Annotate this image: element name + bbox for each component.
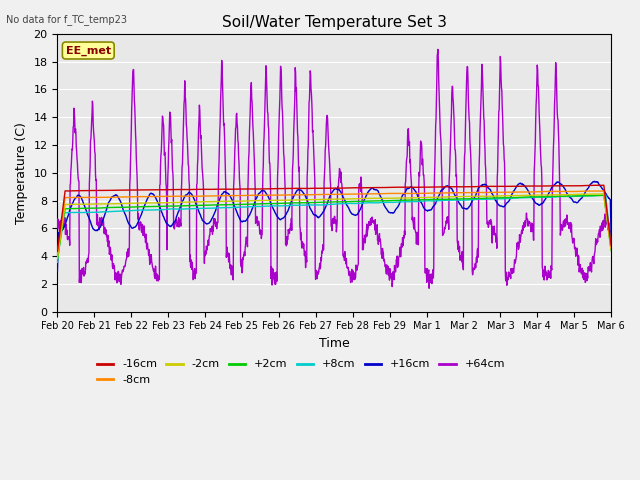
Y-axis label: Temperature (C): Temperature (C) bbox=[15, 122, 28, 224]
X-axis label: Time: Time bbox=[319, 337, 349, 350]
Title: Soil/Water Temperature Set 3: Soil/Water Temperature Set 3 bbox=[222, 15, 447, 30]
Legend: -16cm, -8cm, -2cm, +2cm, +8cm, +16cm, +64cm: -16cm, -8cm, -2cm, +2cm, +8cm, +16cm, +6… bbox=[92, 355, 510, 389]
Text: No data for f_TC_temp23: No data for f_TC_temp23 bbox=[6, 14, 127, 25]
Text: EE_met: EE_met bbox=[66, 46, 111, 56]
